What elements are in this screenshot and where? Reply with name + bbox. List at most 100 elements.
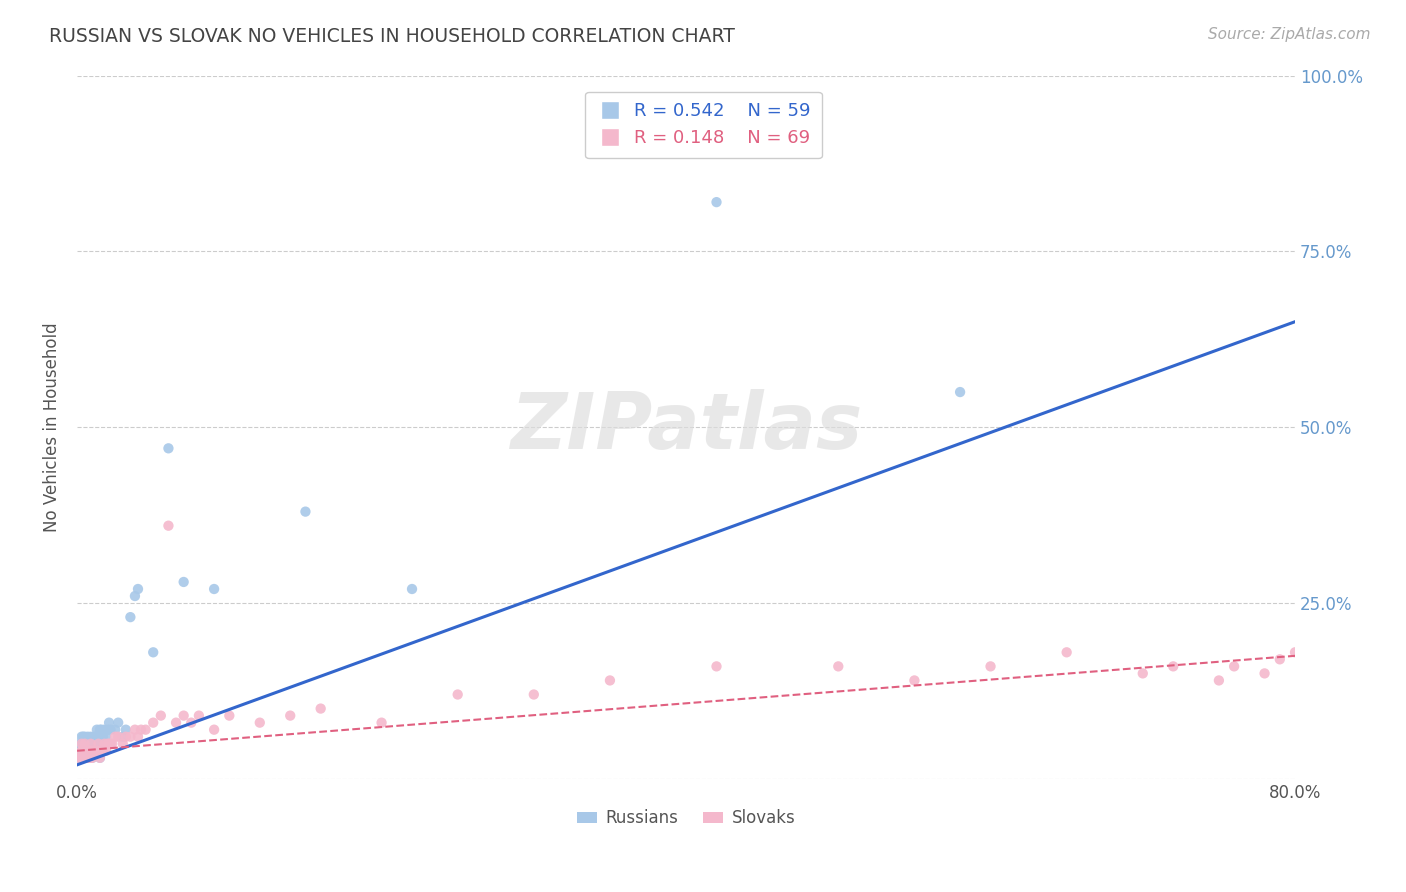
Point [149,708,172,723]
Point [75,751,97,765]
Point [180,715,202,730]
Point [80,737,103,751]
Text: ZIPatlas: ZIPatlas [510,389,862,466]
Point [80,751,103,765]
Point [309,701,332,715]
Point [89,744,111,758]
Point [90,723,112,737]
Point [73,737,96,751]
Point [111,737,134,751]
Point [83,744,105,758]
Point [447,688,470,702]
Point [87,737,110,751]
Point [76,751,98,765]
Point [89,751,111,765]
Point [370,715,392,730]
Point [77,751,100,765]
Point [72,730,94,744]
Point [96,723,118,737]
Point [72,737,94,751]
Point [120,730,142,744]
Point [249,715,271,730]
Point [706,195,728,210]
Point [83,730,105,744]
Point [1132,666,1154,681]
Point [104,723,127,737]
Point [82,751,104,765]
Text: RUSSIAN VS SLOVAK NO VEHICLES IN HOUSEHOLD CORRELATION CHART: RUSSIAN VS SLOVAK NO VEHICLES IN HOUSEHO… [49,27,735,45]
Point [75,744,97,758]
Point [1253,666,1275,681]
Point [1223,659,1246,673]
Point [202,582,225,596]
Point [82,744,104,758]
Point [120,610,142,624]
Point [94,744,117,758]
Point [76,744,98,758]
Point [72,744,94,758]
Point [69,751,91,765]
Point [76,737,98,751]
Point [76,751,98,765]
Point [173,574,195,589]
Point [73,744,96,758]
Point [104,730,127,744]
Point [127,730,149,744]
Point [77,744,100,758]
Point [70,751,93,765]
Point [142,715,165,730]
Point [124,723,146,737]
Point [101,737,124,751]
Point [1284,645,1306,659]
Point [100,737,122,751]
Point [93,737,115,751]
Point [523,688,546,702]
Point [75,737,97,751]
Point [827,659,849,673]
Point [70,730,93,744]
Point [91,730,114,744]
Point [1056,645,1078,659]
Point [73,751,96,765]
Point [75,744,97,758]
Point [82,737,104,751]
Point [86,744,108,758]
Point [949,385,972,400]
Point [1268,652,1291,666]
Point [80,730,103,744]
Point [980,659,1002,673]
Point [70,737,93,751]
Point [86,730,108,744]
Point [70,744,93,758]
Point [67,751,90,765]
Point [706,659,728,673]
Point [107,730,129,744]
Point [91,744,114,758]
Point [142,645,165,659]
Point [157,518,180,533]
Point [80,744,103,758]
Point [67,751,90,765]
Text: Source: ZipAtlas.com: Source: ZipAtlas.com [1208,27,1371,42]
Point [82,751,104,765]
Point [218,708,240,723]
Point [903,673,925,688]
Point [84,744,107,758]
Point [599,673,621,688]
Point [124,589,146,603]
Point [107,715,129,730]
Point [98,715,121,730]
Point [173,708,195,723]
Point [77,751,100,765]
Point [73,730,96,744]
Point [111,730,134,744]
Point [401,582,423,596]
Point [69,737,91,751]
Point [76,730,98,744]
Point [1208,673,1230,688]
Point [100,723,122,737]
Point [84,730,107,744]
Point [129,723,152,737]
Point [93,723,115,737]
Point [76,744,98,758]
